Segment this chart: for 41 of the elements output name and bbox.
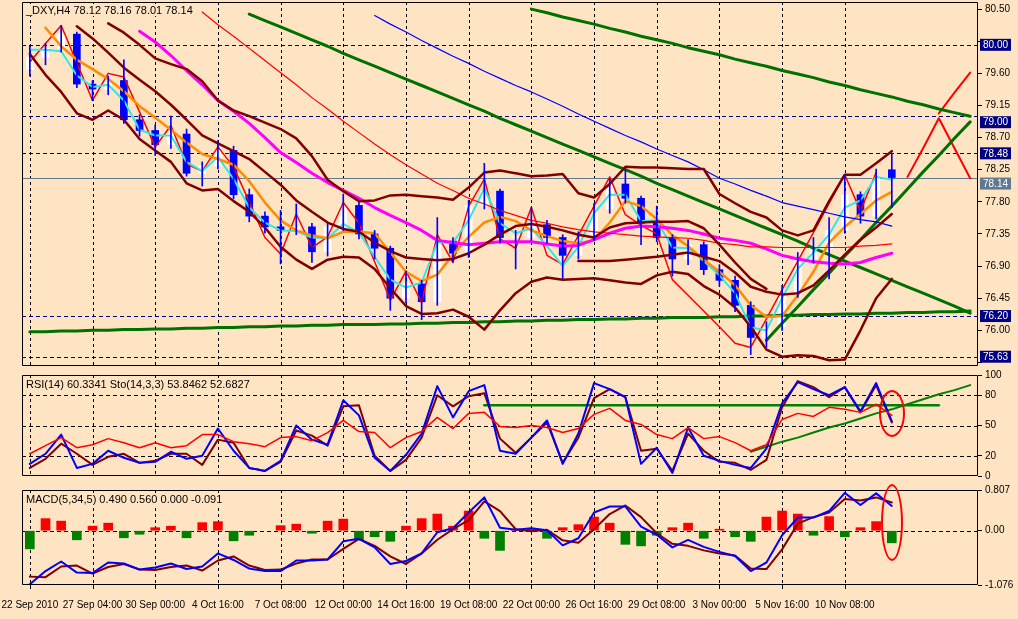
y-tick-label: 78.70 <box>985 131 1011 143</box>
x-tick-label: 3 Nov 00:00 <box>692 598 747 610</box>
y-tick-label: 20 <box>985 449 997 461</box>
x-tick-label: 26 Oct 16:00 <box>565 598 624 610</box>
y-tick-label: 50 <box>985 419 997 431</box>
chart-title: RSI(14) 60.3341 Sto(14,3,3) 53.8462 52.6827 <box>26 378 250 390</box>
y-tick-label: 76.45 <box>985 291 1011 303</box>
x-tick-label: 14 Oct 16:00 <box>377 598 436 610</box>
x-tick-label: 30 Sep 00:00 <box>125 598 186 610</box>
y-tick-label: 76.90 <box>985 259 1011 271</box>
x-tick-label: 22 Oct 00:00 <box>502 598 561 610</box>
ref-line-label: 80.00 <box>983 39 1009 51</box>
ref-line-label: 76.20 <box>983 310 1009 322</box>
ref-line-label: 79.00 <box>983 116 1009 128</box>
y-tick-label: -1.076 <box>985 578 1014 590</box>
y-tick-label: 0.00 <box>985 524 1005 536</box>
x-tick-label: 27 Sep 04:00 <box>62 598 123 610</box>
y-tick-label: 0 <box>985 469 991 481</box>
y-tick-label: 79.60 <box>985 67 1011 79</box>
x-tick-label: 22 Sep 2010 <box>1 598 59 610</box>
chart-title: MACD(5,34,5) 0.490 0.560 0.000 -0.091 <box>26 493 223 505</box>
y-tick-label: 80 <box>985 388 997 400</box>
y-tick-label: 77.35 <box>985 227 1011 239</box>
x-tick-label: 19 Oct 08:00 <box>440 598 498 610</box>
x-tick-label: 5 Nov 16:00 <box>755 598 810 610</box>
y-tick-label: 78.25 <box>985 163 1011 175</box>
ref-line-label: 78.48 <box>983 147 1009 159</box>
x-tick-label: 7 Oct 08:00 <box>254 598 307 610</box>
y-tick-label: 76.00 <box>985 324 1011 336</box>
x-tick-label: 12 Oct 00:00 <box>314 598 373 610</box>
y-tick-label: 79.15 <box>985 99 1011 111</box>
x-tick-label: 10 Nov 08:00 <box>815 598 875 610</box>
chart-title: _DXY,H4 78.12 78.16 78.01 78.14 <box>26 4 193 16</box>
y-tick-label: 0.807 <box>985 483 1011 495</box>
ref-line-label: 78.14 <box>983 177 1009 189</box>
x-tick-label: 29 Oct 08:00 <box>628 598 686 610</box>
x-tick-label: 4 Oct 16:00 <box>192 598 245 610</box>
ref-line-label: 75.63 <box>983 350 1009 362</box>
y-tick-label: 100 <box>985 368 1003 380</box>
y-tick-label: 80.50 <box>985 2 1011 14</box>
y-tick-label: 77.80 <box>985 195 1011 207</box>
